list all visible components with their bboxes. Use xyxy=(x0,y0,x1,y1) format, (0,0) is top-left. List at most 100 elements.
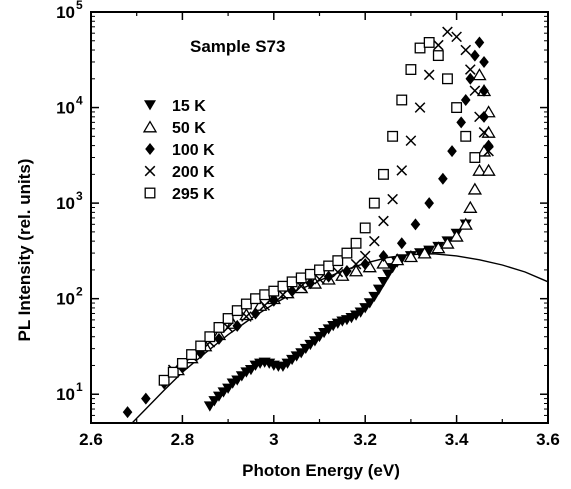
data-point xyxy=(469,85,481,97)
data-point-stroke-b xyxy=(405,135,417,147)
data-point xyxy=(470,49,480,62)
legend-label: 295 K xyxy=(172,186,215,203)
data-point xyxy=(458,217,473,230)
data-point xyxy=(378,168,389,180)
data-point-stroke-b xyxy=(314,273,325,285)
data-point xyxy=(424,197,434,210)
legend-label: 100 K xyxy=(172,142,215,159)
data-point xyxy=(341,247,353,259)
y-tick-label: 10 xyxy=(56,290,75,309)
data-point xyxy=(386,263,399,274)
data-point xyxy=(222,383,235,394)
data-point xyxy=(314,264,325,276)
data-point-stroke-b xyxy=(469,85,481,97)
data-point xyxy=(451,102,463,114)
data-point xyxy=(141,392,151,405)
data-point xyxy=(350,258,362,270)
data-point xyxy=(390,253,405,266)
data-point xyxy=(372,284,385,295)
data-point xyxy=(456,116,466,129)
y-tick-exponent: 5 xyxy=(76,0,83,12)
data-point xyxy=(403,250,419,263)
data-point xyxy=(387,193,398,205)
data-point-stroke-b xyxy=(460,44,472,56)
data-point-stroke-b xyxy=(396,165,408,176)
x-tick-label: 3.6 xyxy=(536,430,560,449)
series-100k xyxy=(122,36,494,419)
data-point xyxy=(440,236,455,249)
data-point xyxy=(460,130,472,142)
data-point xyxy=(442,26,453,38)
data-point-stroke-b xyxy=(442,26,453,38)
data-point xyxy=(382,269,395,280)
data-point-stroke-b xyxy=(378,215,389,227)
series-295k xyxy=(158,37,481,386)
data-point xyxy=(295,272,307,284)
data-point xyxy=(460,44,472,56)
data-point xyxy=(158,374,170,386)
data-point xyxy=(423,245,436,256)
data-point-stroke-b xyxy=(464,64,476,75)
data-point xyxy=(451,31,462,43)
data-point xyxy=(463,200,478,213)
data-point xyxy=(213,321,225,333)
data-point xyxy=(442,73,453,85)
y-tick-label: 10 xyxy=(56,3,75,22)
data-point xyxy=(359,250,371,262)
data-point xyxy=(376,256,391,269)
legend-label: 15 K xyxy=(172,98,206,115)
legend-marker xyxy=(142,120,158,133)
x-tick-label: 2.6 xyxy=(79,430,103,449)
data-point xyxy=(259,300,270,311)
y-tick-label: 10 xyxy=(56,99,75,118)
data-point-stroke-b xyxy=(432,39,444,51)
data-point xyxy=(447,145,457,158)
legend: 15 K 50 K 100 K 200 K 295 K xyxy=(142,98,215,203)
data-point xyxy=(287,285,297,298)
data-point xyxy=(368,197,380,209)
y-tick-exponent: 1 xyxy=(76,380,83,394)
data-point-stroke-b xyxy=(474,111,485,123)
data-point xyxy=(204,331,216,343)
data-point-stroke-b xyxy=(359,250,371,262)
data-point xyxy=(240,298,252,310)
data-points-layer xyxy=(122,26,496,419)
data-point xyxy=(378,215,389,227)
y-axis-title: PL Intensity (rel. units) xyxy=(15,159,34,342)
data-point xyxy=(396,94,408,106)
data-point xyxy=(304,268,316,280)
data-point xyxy=(332,266,344,278)
x-tick-labels: 2.6 2.8 3 3.2 3.4 3.6 xyxy=(79,430,560,449)
data-point xyxy=(378,249,389,262)
legend-label: 50 K xyxy=(172,120,206,137)
y-tick-exponent: 4 xyxy=(76,94,83,108)
data-point xyxy=(474,36,485,49)
data-point-stroke-b xyxy=(350,258,362,270)
data-point xyxy=(481,163,496,176)
data-point xyxy=(167,366,179,378)
data-point xyxy=(414,102,426,113)
legend-marker xyxy=(144,165,156,177)
x-axis-title: Photon Energy (eV) xyxy=(242,461,400,480)
data-point xyxy=(369,235,380,247)
data-point-stroke-b xyxy=(451,31,462,43)
y-tick-exponent: 2 xyxy=(76,285,83,299)
data-point xyxy=(250,293,261,305)
data-point xyxy=(396,165,408,176)
data-point xyxy=(203,401,216,412)
legend-marker xyxy=(144,100,156,111)
data-point xyxy=(464,64,476,75)
data-point xyxy=(350,237,362,249)
x-tick-label: 3 xyxy=(269,430,278,449)
data-point xyxy=(479,55,489,68)
x-tick-label: 3.2 xyxy=(353,430,377,449)
data-point-stroke-b xyxy=(332,266,344,278)
data-point xyxy=(259,289,271,301)
data-point xyxy=(231,305,243,317)
legend-marker xyxy=(145,143,155,155)
data-point xyxy=(387,130,399,142)
sample-annotation: Sample S73 xyxy=(190,37,285,56)
data-point xyxy=(449,229,464,242)
data-point xyxy=(478,127,490,138)
